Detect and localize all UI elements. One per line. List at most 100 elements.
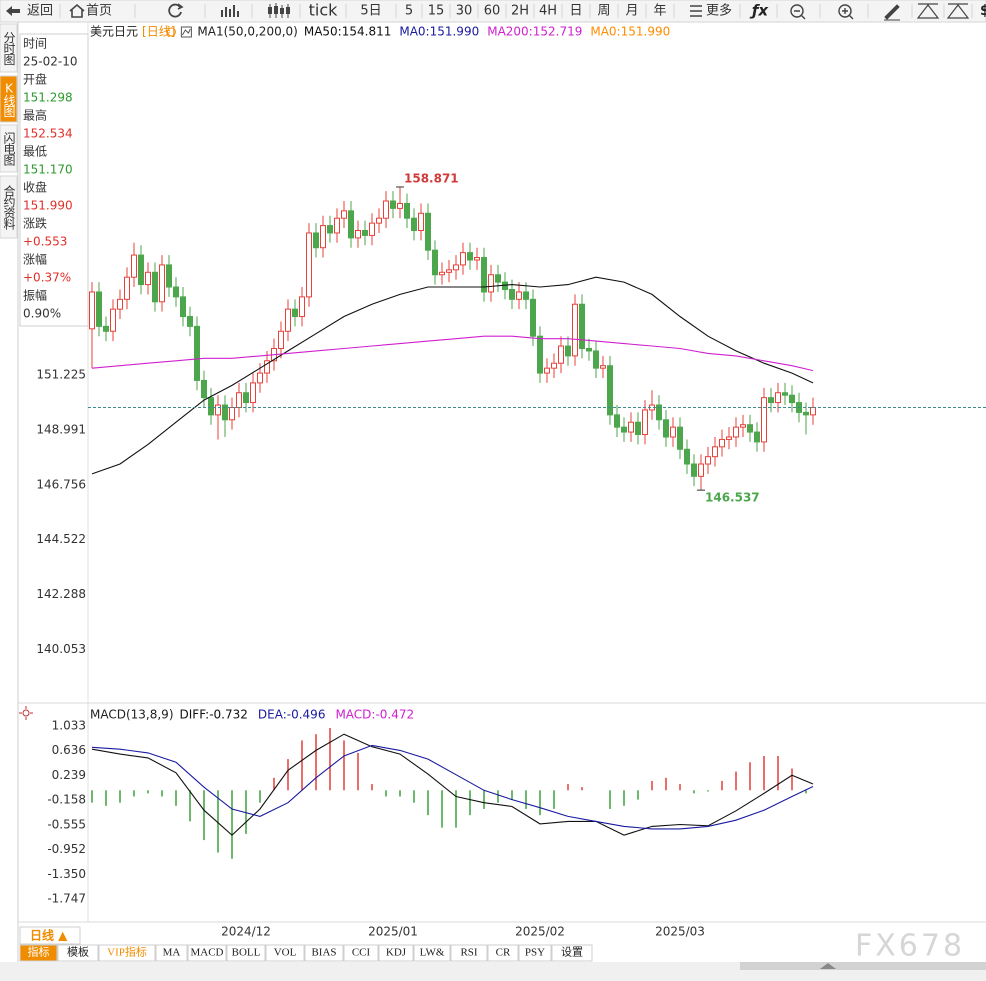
indicator-tab-label[interactable]: VIP指标 [107, 945, 147, 959]
indicator-tab[interactable] [265, 944, 305, 962]
indicator-tab[interactable] [413, 944, 451, 962]
candle-body [474, 257, 480, 261]
indicator-tab-label[interactable]: CCI [352, 947, 371, 959]
home-icon[interactable] [69, 3, 85, 18]
toolbar-button[interactable]: 4H [539, 4, 557, 19]
scroll-arrow[interactable] [820, 963, 836, 969]
indicator-tab-label[interactable]: CR [496, 947, 511, 959]
candle-body [222, 404, 228, 421]
indicator-tab[interactable] [187, 944, 227, 962]
side-tab-label[interactable]: K线图 [2, 82, 16, 118]
side-tab[interactable] [0, 175, 18, 239]
draw-icon[interactable] [884, 4, 900, 21]
indicator-tab[interactable] [450, 944, 488, 962]
menu-icon[interactable] [690, 5, 702, 17]
y-tick-label: 146.756 [36, 477, 86, 491]
indicator-tab[interactable] [551, 944, 593, 962]
shape-icon-2[interactable] [946, 3, 970, 19]
back-icon[interactable] [6, 6, 20, 16]
indicator-tab[interactable] [226, 944, 266, 962]
candle-body [467, 252, 473, 261]
indicator-tab-label[interactable]: 指标 [28, 945, 50, 959]
chart-title: 美元日元 [90, 25, 138, 39]
legend-entry: MA50:154.811 [304, 25, 392, 39]
indicator-tab[interactable] [57, 944, 99, 962]
toolbar-button[interactable]: 更多 [706, 3, 732, 19]
legend-entry: MA200:152.719 [487, 25, 582, 39]
period-tab[interactable] [19, 926, 81, 945]
side-tab-label[interactable]: 分时图 [2, 31, 16, 65]
settings-icon[interactable] [22, 709, 30, 717]
indicator-tab[interactable] [155, 944, 188, 962]
y-tick-label: 140.053 [36, 642, 86, 656]
side-tab[interactable] [0, 75, 18, 123]
add-icon[interactable] [166, 27, 176, 37]
toolbar-button[interactable]: 返回 [27, 4, 53, 19]
y-tick-label: -1.350 [47, 867, 86, 881]
high-annotation: 158.871 [404, 171, 459, 185]
toolbar-button[interactable]: 30 [456, 4, 473, 19]
indicator-tab-label[interactable]: KDJ [386, 947, 407, 959]
indicator-tab-label[interactable]: LW& [420, 947, 445, 959]
y-tick-label: -1.747 [47, 892, 86, 906]
zoom-in-icon[interactable] [838, 4, 852, 18]
info-value: 151.990 [23, 199, 73, 213]
toolbar-button[interactable]: 60 [484, 4, 501, 19]
candle-body [677, 426, 683, 450]
scrollbar[interactable] [740, 962, 986, 970]
dollar-icon[interactable]: $ [980, 3, 986, 19]
indicator-tab-label[interactable]: BOLL [232, 947, 261, 959]
toolbar-button[interactable]: 5 [405, 4, 413, 19]
toolbar-button[interactable]: 5日 [360, 4, 381, 19]
refresh-icon[interactable] [168, 3, 182, 18]
indicator-tab[interactable] [304, 944, 344, 962]
candle-body [705, 456, 711, 465]
indicator-tab[interactable] [518, 944, 552, 962]
indicator-tab-label[interactable]: BIAS [311, 947, 336, 959]
y-tick-label: 0.636 [52, 743, 86, 757]
toolbar-button[interactable]: tick [309, 1, 339, 20]
toolbar-button[interactable]: 日 [569, 4, 582, 19]
toolbar-button[interactable]: 月 [625, 4, 638, 19]
side-tab-label[interactable]: 闪电图 [2, 132, 16, 166]
y-tick-label: 151.225 [36, 367, 86, 381]
candle-body [572, 303, 578, 357]
toolbar-button[interactable]: 年 [653, 4, 666, 19]
side-tab[interactable] [0, 23, 18, 73]
indicator-tab-label[interactable]: 设置 [561, 946, 583, 959]
candle-body [208, 397, 214, 416]
indicator-line [91, 276, 814, 475]
indicator-tab-label[interactable]: RSI [460, 947, 477, 959]
indicator-tab-label[interactable]: MA [163, 947, 181, 959]
fx-icon[interactable]: ƒx [749, 2, 770, 20]
candle-body [642, 409, 648, 436]
candle-body [397, 202, 403, 209]
side-tab[interactable] [0, 124, 18, 173]
indicator-tab-label[interactable]: MACD [190, 947, 223, 959]
indicator-tab[interactable] [343, 944, 379, 962]
indicator-tab[interactable] [98, 944, 156, 962]
chart-type-icon[interactable] [221, 5, 239, 17]
x-tick-label: 2025/01 [368, 925, 418, 939]
indicator-tab-label[interactable]: VOL [274, 947, 297, 959]
indicator-tab-label[interactable]: 模板 [67, 945, 89, 959]
x-tick-label: 2025/03 [655, 925, 705, 939]
indicator-tab[interactable] [378, 944, 414, 962]
candle-body [481, 257, 487, 293]
candle-body [110, 308, 116, 332]
toolbar-button[interactable]: 2H [511, 4, 529, 19]
candle-body [138, 254, 144, 286]
side-tab-label[interactable]: 合约资料 [2, 184, 16, 230]
toolbar-button[interactable]: 周 [597, 4, 610, 19]
toolbar-button[interactable]: 首页 [86, 4, 112, 19]
toolbar-button[interactable]: 15 [428, 4, 445, 19]
indicator-tab-label[interactable]: PSY [525, 947, 545, 959]
candle-body [621, 426, 627, 433]
candle-body [145, 271, 151, 286]
y-tick-label: -0.158 [47, 793, 86, 807]
zoom-out-icon[interactable] [790, 4, 804, 18]
shape-icon[interactable] [916, 3, 940, 19]
indicator-tab[interactable] [19, 944, 58, 962]
indicator-tab[interactable] [487, 944, 519, 962]
period-tab-label[interactable]: 日线 ▲ [30, 928, 68, 943]
